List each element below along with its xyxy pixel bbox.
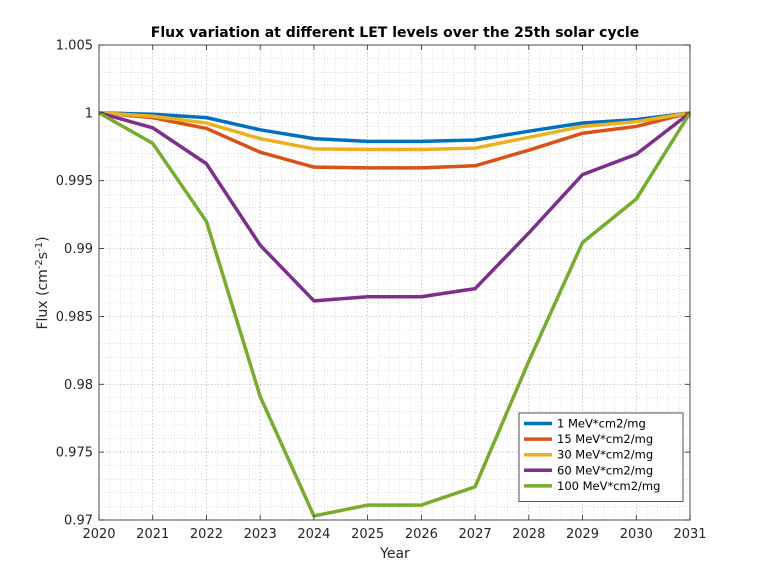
y-tick-label: 0.995 (56, 174, 93, 189)
tick-marks (98, 44, 691, 521)
x-tick-label: 2027 (459, 527, 492, 542)
legend-label-1: 1 MeV*cm2/mg (557, 417, 646, 431)
series-line-3 (98, 111, 691, 152)
series-line-1 (98, 111, 691, 144)
x-tick-label: 2031 (673, 527, 706, 542)
x-tick-label: 2020 (82, 527, 115, 542)
x-axis-label: Year (379, 546, 410, 562)
x-tick-labels: 2020 2021 2022 2023 2024 2025 2026 2027 2028 2029… (82, 527, 706, 542)
series-line-4 (98, 111, 692, 303)
series-layer (98, 111, 692, 518)
legend-label-2: 15 MeV*cm2/mg (557, 432, 653, 446)
series-line-2 (98, 111, 691, 170)
x-tick-label: 2025 (351, 527, 384, 542)
y-tick-label: 0.975 (56, 446, 93, 461)
chart-title: Flux variation at different LET levels o… (151, 25, 639, 41)
x-tick-label: 2028 (512, 527, 545, 542)
series-line-5 (98, 111, 692, 518)
y-tick-label: 0.97 (64, 514, 93, 529)
y-tick-labels: 0.97 0.975 0.98 0.985 0.99 0.995 1 1.005 (56, 39, 93, 529)
y-axis-label-sup2: -1 (34, 242, 45, 252)
x-tick-label: 2022 (190, 527, 223, 542)
y-axis-label: Flux (cm-2s-1) (34, 236, 52, 329)
y-tick-label: 1.005 (56, 39, 93, 54)
y-tick-label: 0.985 (56, 310, 93, 325)
y-axis-label-sup1: -2 (34, 259, 45, 269)
legend-label-4: 60 MeV*cm2/mg (557, 463, 653, 477)
x-tick-label: 2026 (405, 527, 438, 542)
y-tick-label: 1 (85, 106, 93, 121)
x-tick-label: 2024 (297, 527, 330, 542)
legend-label-3: 30 MeV*cm2/mg (557, 448, 653, 462)
legend-label-5: 100 MeV*cm2/mg (557, 479, 660, 493)
y-tick-label: 0.98 (64, 378, 93, 393)
y-axis-label-end: ) (35, 236, 51, 241)
x-tick-label: 2030 (620, 527, 653, 542)
y-tick-label: 0.99 (64, 242, 93, 257)
x-tick-label: 2023 (244, 527, 277, 542)
axes-box (98, 44, 691, 521)
y-axis-label-mid: s (35, 252, 51, 259)
y-axis-label-base: Flux (cm (35, 269, 51, 329)
x-tick-label: 2021 (136, 527, 169, 542)
x-tick-label: 2029 (566, 527, 599, 542)
